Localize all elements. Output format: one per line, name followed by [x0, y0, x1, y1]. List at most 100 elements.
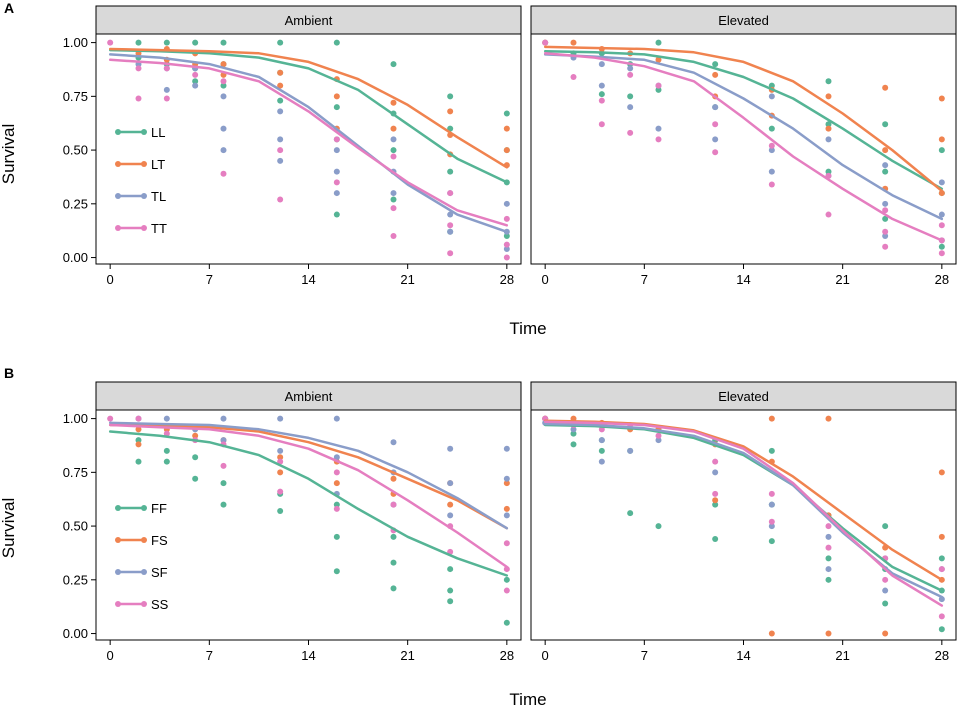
data-point [768, 523, 775, 530]
fit-curve-fs [108, 423, 509, 530]
panel-label: B [4, 365, 14, 381]
data-point [712, 497, 719, 504]
data-point [655, 125, 662, 132]
data-point [882, 207, 889, 214]
data-point [938, 95, 945, 102]
legend-point [141, 225, 147, 231]
data-point [277, 458, 284, 465]
data-point [570, 430, 577, 437]
data-point [220, 170, 227, 177]
data-point [333, 168, 340, 175]
data-point [447, 222, 454, 229]
data-point [712, 136, 719, 143]
data-point [938, 613, 945, 620]
data-point [627, 447, 634, 454]
data-point [390, 205, 397, 212]
y-tick-label: 1.00 [63, 411, 88, 426]
data-point [882, 121, 889, 128]
data-point [333, 505, 340, 512]
facet-elevated: Elevated 0 7 14 21 28 [530, 381, 957, 663]
data-point [712, 469, 719, 476]
data-point [882, 84, 889, 91]
data-point [390, 559, 397, 566]
data-point [768, 181, 775, 188]
x-tick-label: 28 [500, 272, 514, 287]
data-point [135, 95, 142, 102]
data-point [447, 108, 454, 115]
strip-label: Elevated [718, 389, 769, 404]
data-point [503, 200, 510, 207]
data-point [447, 125, 454, 132]
data-point [712, 61, 719, 68]
data-point [503, 215, 510, 222]
legend-label: TT [151, 221, 167, 236]
data-point [220, 415, 227, 422]
data-point [825, 168, 832, 175]
data-point [882, 168, 889, 175]
data-point [135, 437, 142, 444]
data-point [390, 99, 397, 106]
legend-point [115, 193, 121, 199]
legend-label: TL [151, 189, 166, 204]
x-tick-label: 0 [107, 648, 114, 663]
data-point [163, 39, 170, 46]
legend-point [141, 505, 147, 511]
legend-label: SS [151, 597, 169, 612]
data-point [598, 82, 605, 89]
data-point [163, 95, 170, 102]
data-point [333, 501, 340, 508]
data-point [163, 65, 170, 72]
data-point [277, 488, 284, 495]
data-point [712, 501, 719, 508]
data-point [768, 125, 775, 132]
data-point [598, 91, 605, 98]
data-point [192, 82, 199, 89]
data-point [503, 110, 510, 117]
legend-label: LT [151, 157, 165, 172]
data-point [938, 533, 945, 540]
legend-point [141, 537, 147, 543]
y-tick-label: 0.75 [63, 465, 88, 480]
y-axis-title: Survival [0, 498, 18, 558]
data-point [627, 510, 634, 517]
legend-label: FS [151, 533, 168, 548]
legend-point [141, 129, 147, 135]
data-point [390, 533, 397, 540]
data-point [655, 437, 662, 444]
data-point [627, 104, 634, 111]
x-tick-label: 0 [107, 272, 114, 287]
y-axis-title: Survival [0, 124, 18, 184]
x-tick-label: 0 [542, 272, 549, 287]
data-point [277, 69, 284, 76]
facet-ambient: Ambient 0 7 14 21 28 0.00 0.25 0.50 0.75 1.00 FF FS… [63, 381, 522, 663]
strip-background [530, 381, 957, 411]
data-point [938, 190, 945, 197]
data-point [882, 600, 889, 607]
data-point [768, 630, 775, 637]
data-point [825, 566, 832, 573]
data-point [277, 415, 284, 422]
plot-content: 0 7 14 21 28 [542, 39, 949, 287]
data-point [503, 241, 510, 248]
data-point [503, 576, 510, 583]
fit-curve-lt [543, 45, 944, 193]
legend-point [141, 569, 147, 575]
data-point [768, 147, 775, 154]
data-point [107, 415, 114, 422]
fit-curve-tl [108, 53, 509, 234]
data-point [220, 82, 227, 89]
data-point [882, 233, 889, 240]
data-point [655, 39, 662, 46]
data-point [220, 501, 227, 508]
fit-curve-ss [108, 423, 509, 569]
data-point [220, 61, 227, 68]
data-point [277, 39, 284, 46]
data-point [447, 501, 454, 508]
data-point [390, 136, 397, 143]
data-point [938, 566, 945, 573]
data-point [712, 71, 719, 78]
data-point [447, 512, 454, 519]
y-tick-label: 0.75 [63, 89, 88, 104]
x-tick-label: 28 [935, 272, 949, 287]
